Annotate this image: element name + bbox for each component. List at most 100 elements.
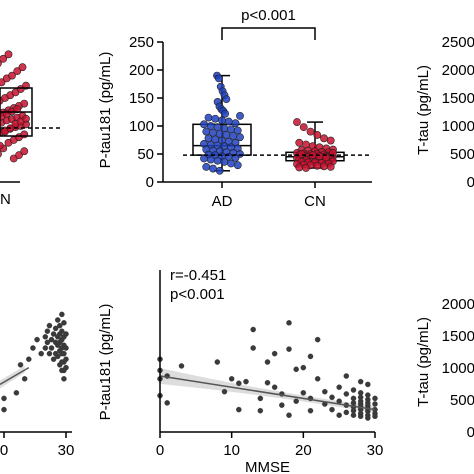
scatter-point <box>336 412 342 418</box>
scatter-point <box>221 388 228 395</box>
scatter-point <box>329 406 335 413</box>
scatter-point <box>307 353 314 360</box>
point-CN <box>326 136 335 145</box>
bl-scatter-point <box>63 364 69 371</box>
point-AD <box>220 157 229 166</box>
point-CN <box>306 127 315 136</box>
scatter-point <box>271 384 278 390</box>
tl-point <box>8 71 16 80</box>
y-tick-label: 0 <box>146 174 154 191</box>
annotation-r: r=-0.451 <box>170 267 226 284</box>
scatter-point <box>178 363 185 369</box>
scatter-point <box>250 345 256 351</box>
point-AD <box>231 154 240 162</box>
bl-scatter-point <box>48 345 55 351</box>
bl-scatter-point <box>21 376 28 382</box>
tr-ticks: 2500 2000 1500 1000 500 0 <box>442 34 474 191</box>
tr-tick-label: 1000 <box>442 118 474 135</box>
point-AD <box>224 117 233 126</box>
x-tick-label: 10 <box>223 442 240 459</box>
point-CN <box>320 162 328 171</box>
scatter-point <box>357 413 364 420</box>
point-CN <box>315 152 324 161</box>
scatter-point <box>372 401 378 407</box>
point-AD <box>215 166 224 175</box>
scatter-point <box>372 413 378 420</box>
bl-scatter-point <box>54 317 61 323</box>
y-tick-label: 100 <box>129 118 154 135</box>
br-tick-label: 1000 <box>442 360 474 377</box>
tl-point <box>4 50 13 59</box>
scatter-point <box>228 376 235 382</box>
bl-scatter-point <box>42 334 49 340</box>
bl-scatter-point <box>34 336 40 343</box>
scatter-point <box>314 376 321 382</box>
scatter-point <box>343 391 350 397</box>
bl-scatter-point <box>26 356 32 362</box>
br-tick-label: 500 <box>450 392 474 409</box>
panel-ptau-vs-mmse-scatter: 0 10 20 30 MMSE r=-0.451 p<0.001 P-tau181 (pg/m… <box>97 267 383 474</box>
y-tick-label: 200 <box>129 62 154 79</box>
point-AD <box>204 113 213 122</box>
tr-tick-label: 1500 <box>442 90 474 107</box>
y-tick-label: 150 <box>129 90 154 107</box>
br-ticks: 2000 1500 1000 500 0 <box>442 296 474 441</box>
bl-scatter-point <box>13 390 20 396</box>
scatter-point <box>293 366 299 373</box>
tl-point <box>15 151 23 160</box>
bl-scatter-point <box>57 322 63 329</box>
tl-point <box>18 63 27 72</box>
point-AD <box>236 112 244 120</box>
br-tick-label: 0 <box>467 424 474 441</box>
tr-ylabel: T-tau (pg/mL) <box>415 65 432 155</box>
br-ylabel: T-tau (pg/mL) <box>415 317 432 407</box>
bl-scatter-point <box>17 362 24 368</box>
bl-scatter-point <box>61 320 67 326</box>
tr-tick-label: 500 <box>450 146 474 163</box>
point-AD <box>206 155 215 164</box>
bl-scatter-point <box>59 311 65 318</box>
point-AD <box>236 133 244 142</box>
point-CN <box>326 162 335 171</box>
scatter-point <box>300 390 307 396</box>
scatter-point <box>336 384 342 390</box>
tl-point <box>20 99 29 108</box>
point-CN <box>302 164 310 172</box>
point-CN <box>293 118 301 126</box>
bl-fit-line <box>0 366 30 386</box>
bl-scatter-point <box>46 350 53 357</box>
scatter-point <box>279 402 285 408</box>
point-AD <box>200 154 208 163</box>
point-AD <box>209 164 217 173</box>
bl-scatter-point <box>50 356 57 362</box>
bl-scatter-point <box>1 395 7 402</box>
bl-scatter-point <box>63 331 69 337</box>
scatter-point <box>307 407 314 414</box>
bl-scatter-point <box>52 325 59 332</box>
fit-line <box>159 375 376 411</box>
scatter-point <box>257 395 264 402</box>
scatter-point <box>271 350 278 357</box>
bl-scatter-point <box>61 376 67 382</box>
point-AD <box>200 120 208 129</box>
x-tick-label: 30 <box>367 442 384 459</box>
scatter-point <box>365 415 371 421</box>
scatter-point <box>286 412 292 418</box>
fit-confidence-band <box>160 368 375 413</box>
scatter-point <box>286 320 292 326</box>
bl-scatter-point <box>38 350 44 357</box>
scatter-point <box>300 364 307 371</box>
scatter-point <box>257 407 264 414</box>
bl-scatter-point <box>1 406 7 413</box>
scatter-point <box>236 406 242 413</box>
scatter-point <box>264 379 271 386</box>
bl-scatter-point <box>59 328 65 334</box>
scatter-point <box>243 378 249 385</box>
point-AD <box>202 127 211 136</box>
scatter-point <box>164 400 170 406</box>
scatter-point <box>329 394 335 401</box>
br-tick-label: 1500 <box>442 328 474 345</box>
point-AD <box>213 156 222 165</box>
point-AD <box>218 116 226 125</box>
